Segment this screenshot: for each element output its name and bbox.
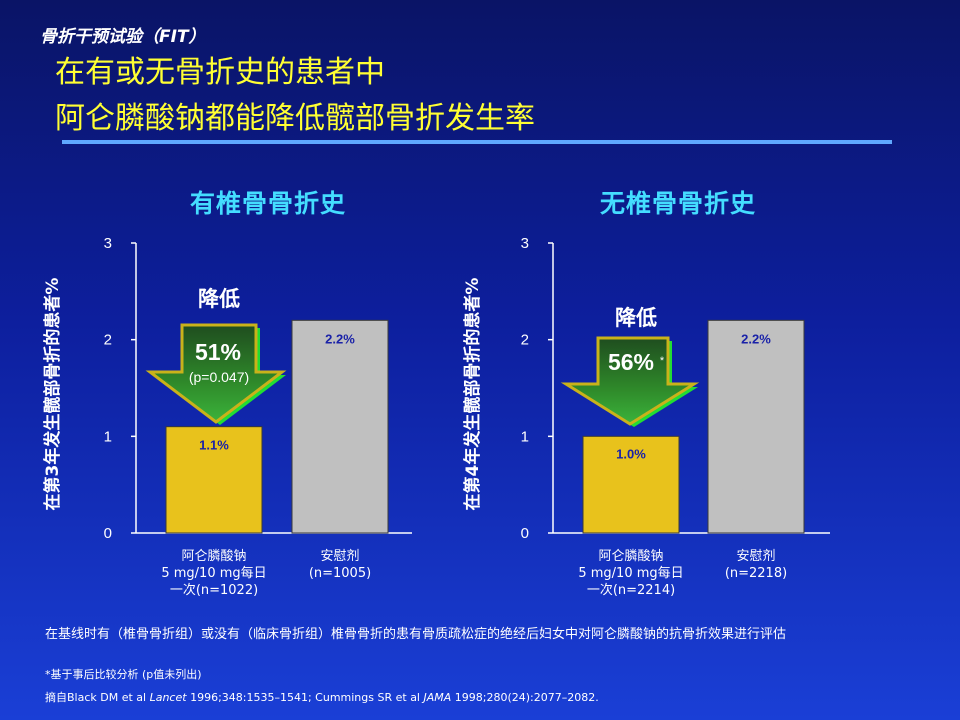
ref-mid: 1996;348:1535–1541; Cummings SR et al <box>186 691 424 704</box>
x-category-label: 5 mg/10 mg每日 <box>578 565 683 581</box>
x-category-label: 5 mg/10 mg每日 <box>161 565 266 581</box>
bar-data-label: 2.2% <box>741 331 771 346</box>
title-divider <box>62 140 892 144</box>
x-category-label: 安慰剂 <box>736 549 775 564</box>
reduction-value: 56% <box>608 349 654 375</box>
ref-suffix: 1998;280(24):2077–2082. <box>451 691 599 704</box>
title-line-1: 在有或无骨折史的患者中 <box>55 55 385 90</box>
y-axis-label: 在第3年发生髋部骨折的患者% <box>42 278 63 511</box>
chart-1-title: 有椎骨骨折史 <box>190 189 347 218</box>
y-tick-label: 1 <box>521 428 529 445</box>
y-tick-label: 1 <box>104 428 112 445</box>
posthoc-asterisk: * <box>660 355 665 367</box>
reduction-value: 51% <box>195 339 241 365</box>
y-tick-label: 0 <box>521 525 529 542</box>
reduction-arrow <box>145 323 287 424</box>
x-category-label: (n=2218) <box>725 566 787 581</box>
title-line-2: 阿仑膦酸钠都能降低髋部骨折发生率 <box>55 101 535 136</box>
y-tick-label: 3 <box>104 235 112 252</box>
bar-data-label: 1.1% <box>199 438 229 453</box>
x-category-label: 阿仑膦酸钠 <box>598 549 663 564</box>
footnote-description: 在基线时有（椎骨骨折组）或没有（临床骨折组）椎骨骨折的患有骨质疏松症的绝经后妇女… <box>45 627 787 642</box>
y-tick-label: 3 <box>521 235 529 252</box>
bar <box>165 426 263 534</box>
x-category-label: 一次(n=2214) <box>587 582 675 598</box>
x-category-label: 一次(n=1022) <box>170 582 258 598</box>
x-category-label: 安慰剂 <box>320 549 359 564</box>
x-category-label: (n=1005) <box>309 566 371 581</box>
y-tick-label: 2 <box>104 332 112 349</box>
bar <box>291 319 389 534</box>
bar-data-label: 2.2% <box>325 331 355 346</box>
footnote-reference: 摘自Black DM et al Lancet 1996;348:1535–15… <box>45 689 599 705</box>
reduction-label: 降低 <box>198 287 240 311</box>
supertitle: 骨折干预试验（FIT） <box>40 27 206 47</box>
chart-2-title: 无椎骨骨折史 <box>600 189 757 218</box>
ref-journal-jama: JAMA <box>423 691 452 704</box>
footnote-posthoc: *基于事后比较分析 (p值未列出) <box>45 668 202 681</box>
reduction-label: 降低 <box>615 306 657 330</box>
page-title: 在有或无骨折史的患者中 阿仑膦酸钠都能降低髋部骨折发生率 <box>55 50 535 142</box>
bar <box>707 319 805 534</box>
ref-journal-lancet: Lancet <box>149 691 187 704</box>
x-category-label: 阿仑膦酸钠 <box>181 549 246 564</box>
bar-data-label: 1.0% <box>616 446 646 461</box>
bar <box>582 435 680 534</box>
y-tick-label: 0 <box>104 525 112 542</box>
ref-prefix: 摘自Black DM et al <box>45 691 150 704</box>
reduction-arrow <box>560 336 700 426</box>
y-axis-label: 在第4年发生髋部骨折的患者% <box>462 278 483 511</box>
p-value-label: (p=0.047) <box>189 369 249 385</box>
y-tick-label: 2 <box>521 332 529 349</box>
